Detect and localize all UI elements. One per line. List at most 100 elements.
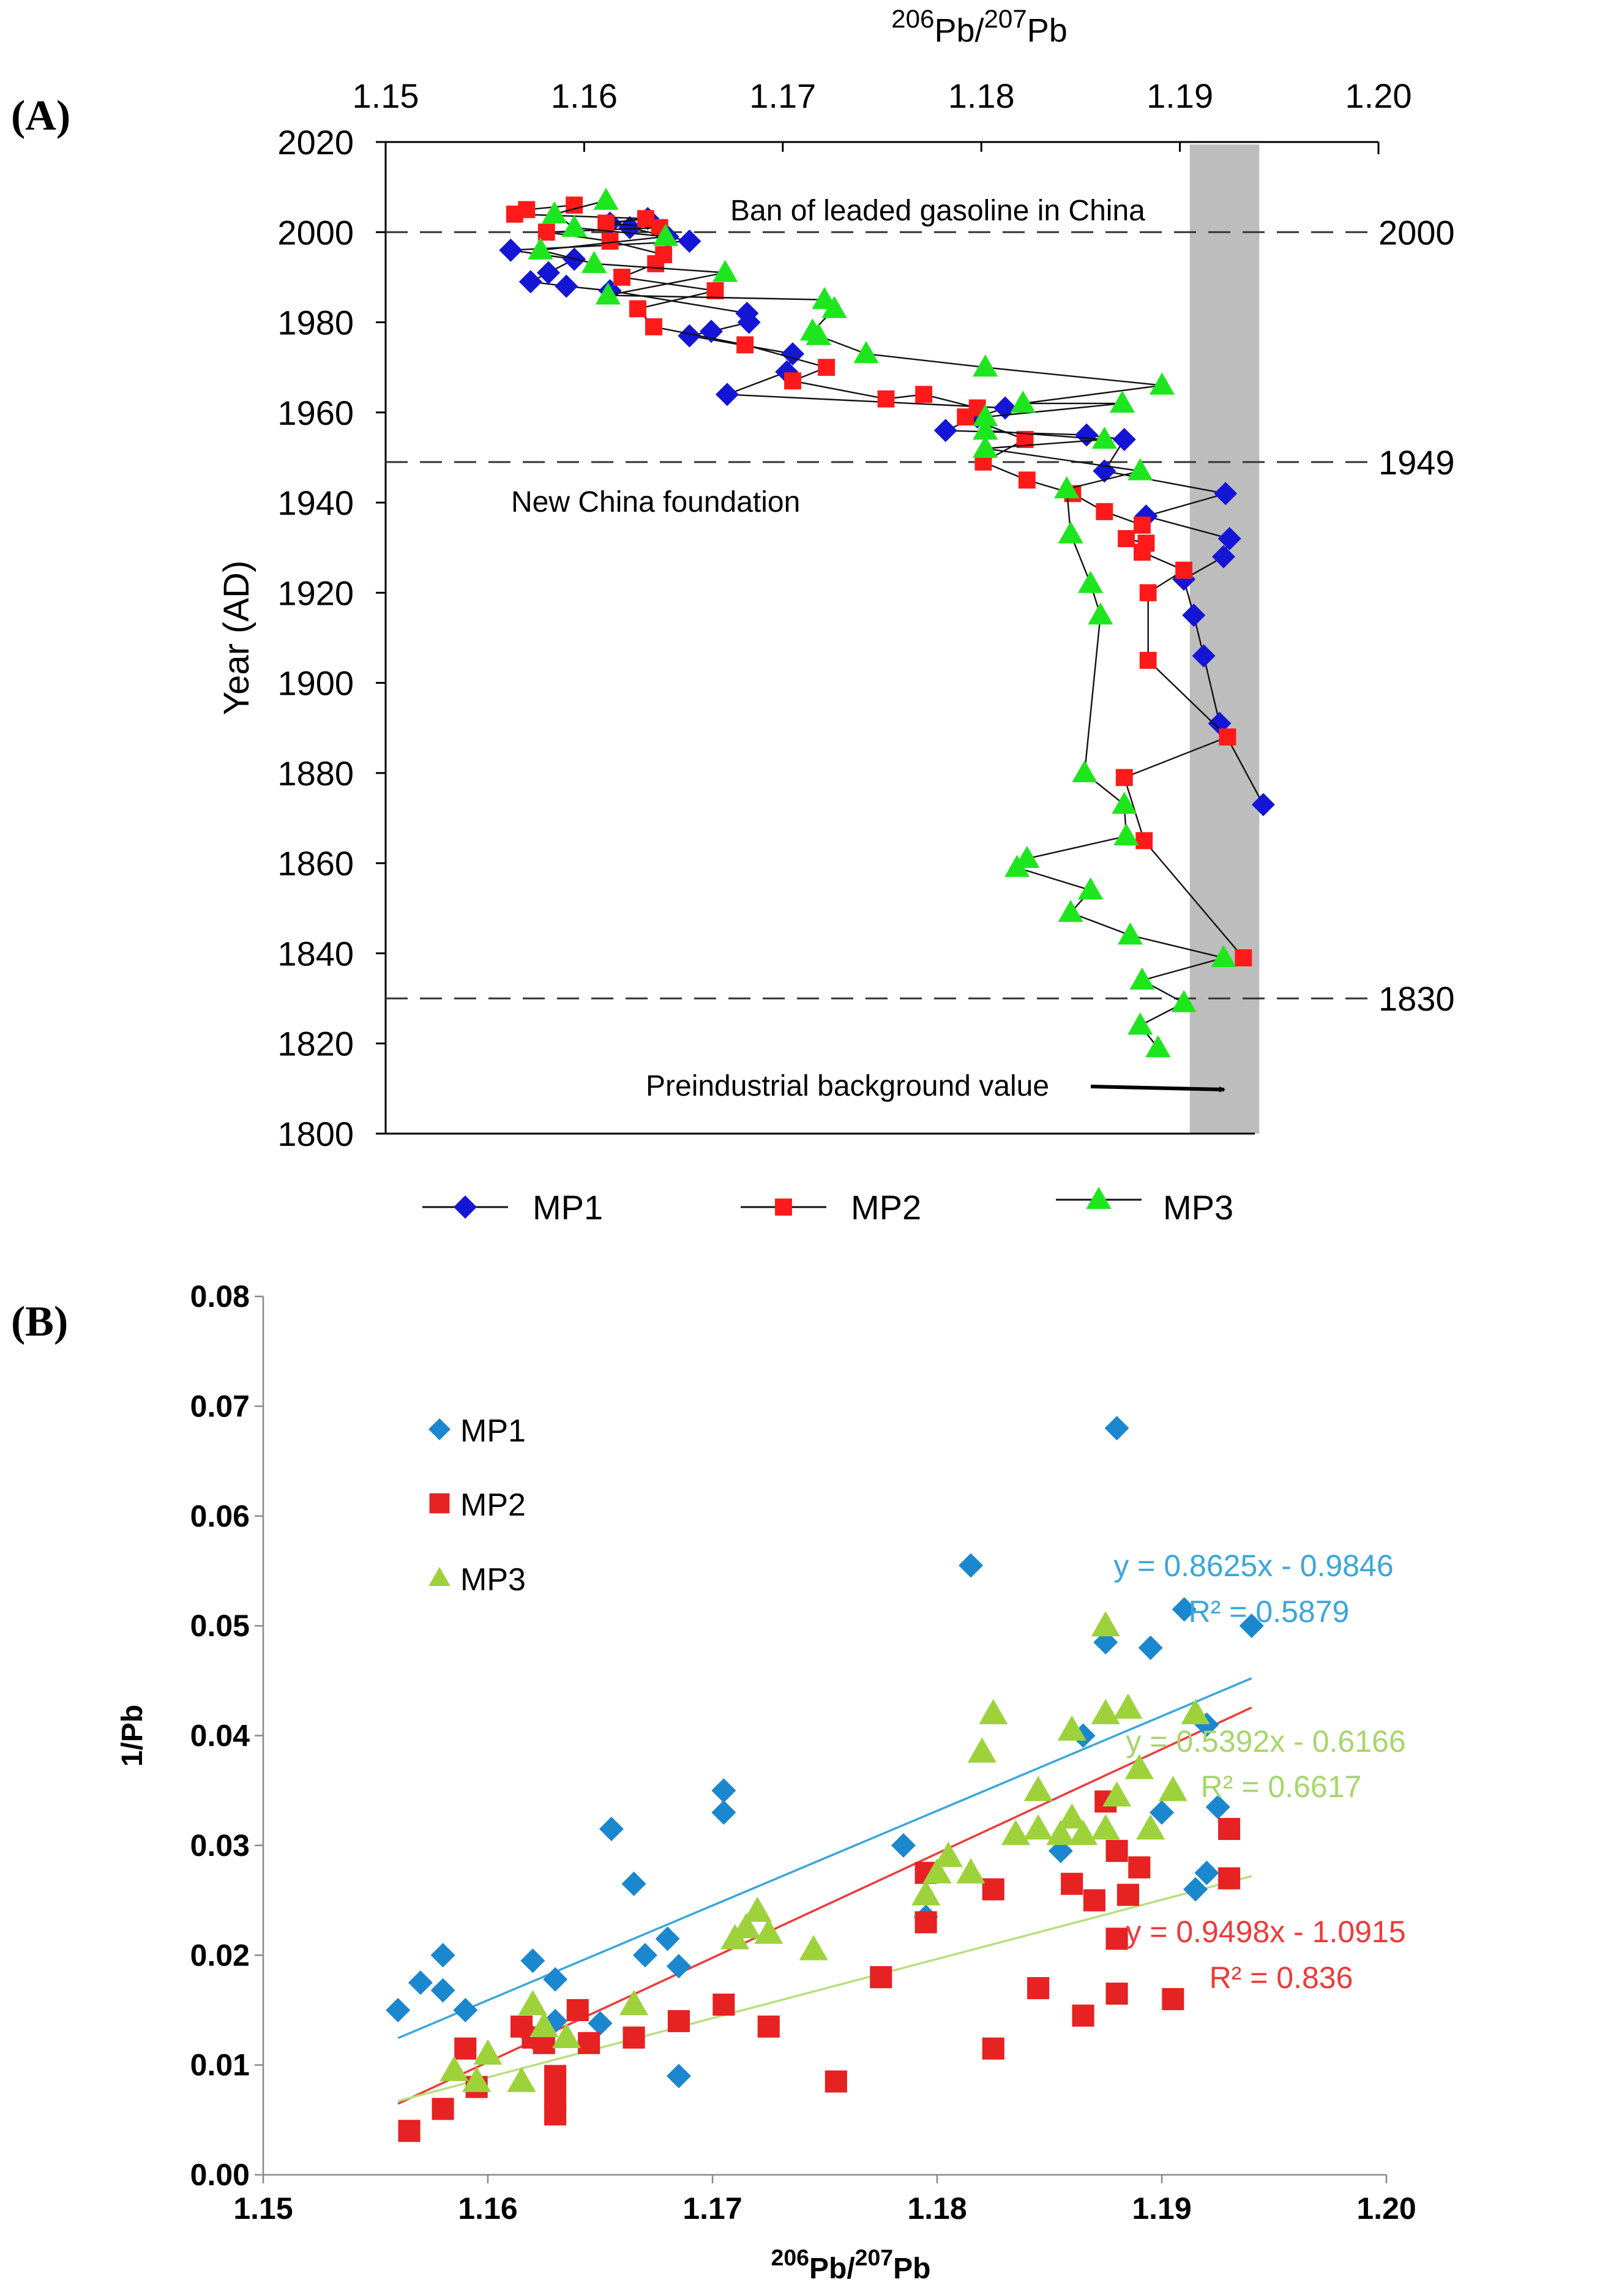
data-point — [712, 260, 738, 282]
data-point — [1058, 521, 1083, 544]
preindustrial-arrow — [1090, 1085, 1225, 1093]
data-point — [1127, 1012, 1153, 1035]
x-axis-label-part: Pb/ — [934, 12, 984, 49]
data-point — [1001, 1819, 1030, 1845]
data-point — [621, 1871, 646, 1896]
data-point — [973, 417, 998, 440]
data-point — [1027, 1977, 1050, 2000]
data-point — [933, 1841, 963, 1868]
y-tick-label: 0.08 — [190, 1279, 250, 1314]
data-point — [499, 238, 523, 262]
data-point — [891, 1833, 916, 1858]
y-axis-title: Year (AD) — [217, 561, 256, 716]
legend-marker — [454, 1195, 477, 1219]
y-tick-label: 1920 — [277, 574, 354, 612]
data-point — [667, 2010, 690, 2032]
data-point — [1134, 516, 1151, 534]
legend-marker — [1086, 1187, 1112, 1210]
data-point — [520, 1948, 545, 1973]
data-point — [1150, 1800, 1174, 1825]
data-point — [1139, 651, 1157, 669]
data-point — [1149, 372, 1175, 395]
data-point — [1112, 428, 1136, 451]
data-point — [678, 324, 701, 348]
trendline-equation-mp2: y = 0.9498x - 1.0915 R² = 0.836 — [1126, 1915, 1405, 1995]
data-point — [1105, 1982, 1128, 2005]
data-point — [1105, 1839, 1128, 1862]
data-point — [853, 341, 879, 364]
data-point — [439, 2055, 469, 2081]
data-point — [784, 372, 801, 390]
data-point — [1214, 482, 1238, 506]
data-point — [933, 419, 957, 443]
data-point — [544, 2065, 567, 2087]
series-mp1 — [386, 1416, 1264, 2088]
y-tick-label: 1880 — [277, 754, 354, 793]
data-point — [1091, 1611, 1120, 1637]
reference-line-label: 2000 — [1378, 213, 1455, 252]
data-point — [430, 1943, 455, 1968]
reference-line-label: 1830 — [1378, 979, 1455, 1018]
data-point — [1078, 570, 1104, 593]
x-axis-label-part: Pb — [1027, 12, 1068, 49]
data-point — [957, 408, 974, 426]
data-point — [619, 1989, 649, 2016]
data-point — [1018, 471, 1036, 489]
data-point — [543, 1967, 568, 1992]
x-tick-label: 1.17 — [749, 77, 816, 115]
data-point — [711, 1800, 736, 1825]
y-tick-label: 0.01 — [190, 2048, 250, 2082]
data-point — [1072, 760, 1098, 783]
data-point — [982, 2037, 1004, 2060]
r-squared-text: R² = 0.6617 — [1201, 1770, 1362, 1804]
data-point — [806, 323, 831, 345]
legend-item-mp1: MP1 — [422, 1188, 603, 1227]
y-tick-label: 0.07 — [190, 1389, 250, 1423]
preindustrial-band — [1189, 144, 1260, 1134]
legend-label: MP1 — [460, 1413, 526, 1449]
data-point — [1171, 990, 1197, 1012]
data-point — [1004, 854, 1030, 877]
data-point — [982, 1878, 1004, 1901]
x-tick-label: 1.15 — [353, 77, 419, 115]
data-point — [629, 300, 646, 318]
data-point — [1172, 1597, 1197, 1622]
data-point — [737, 310, 761, 334]
data-point — [877, 390, 895, 408]
panel-b: (B) 0.00 0.01 0.02 0.03 0.04 0.05 0.06 0.07 0.08 1… — [11, 1279, 1416, 2285]
trendline-equation-mp1: y = 0.8625x - 0.9846 R² = 0.5879 — [1113, 1549, 1393, 1629]
data-point — [1136, 1814, 1165, 1840]
data-point — [715, 383, 739, 406]
equation-text: y = 0.5392x - 0.6166 — [1126, 1724, 1405, 1759]
data-point — [518, 270, 542, 294]
equation-text: y = 0.8625x - 0.9846 — [1113, 1549, 1393, 1583]
legend-item-mp2: MP2 — [429, 1487, 526, 1523]
r-squared-text: R² = 0.5879 — [1189, 1595, 1350, 1629]
y-tick-label: 1800 — [277, 1115, 354, 1153]
annotation-ban-leaded-gasoline: Ban of leaded gasoline in China — [730, 195, 1145, 227]
data-point — [870, 1966, 892, 1989]
data-point — [967, 1737, 997, 1763]
data-point — [825, 2070, 847, 2093]
reference-line-label: 1949 — [1378, 443, 1455, 482]
data-point — [462, 2066, 492, 2092]
data-point — [1091, 1699, 1120, 1724]
legend-item-mp3: MP3 — [1056, 1187, 1233, 1227]
y-tick-label: 0.05 — [190, 1609, 250, 1643]
data-point — [529, 2011, 559, 2038]
equation-text: y = 0.9498x - 1.0915 — [1126, 1915, 1405, 1949]
series-mp3 — [439, 1611, 1210, 2092]
data-point — [1078, 877, 1104, 900]
data-point — [632, 1943, 657, 1968]
data-point — [555, 274, 578, 298]
series-line — [540, 200, 1227, 1049]
data-point — [922, 1858, 952, 1883]
data-point — [973, 354, 998, 377]
x-axis-label-part: 206 — [891, 4, 934, 33]
data-point — [956, 1858, 985, 1883]
data-point — [398, 2120, 421, 2142]
y-tick-label: 2000 — [277, 213, 354, 252]
data-point — [1023, 1776, 1053, 1801]
data-point — [1194, 1860, 1219, 1885]
